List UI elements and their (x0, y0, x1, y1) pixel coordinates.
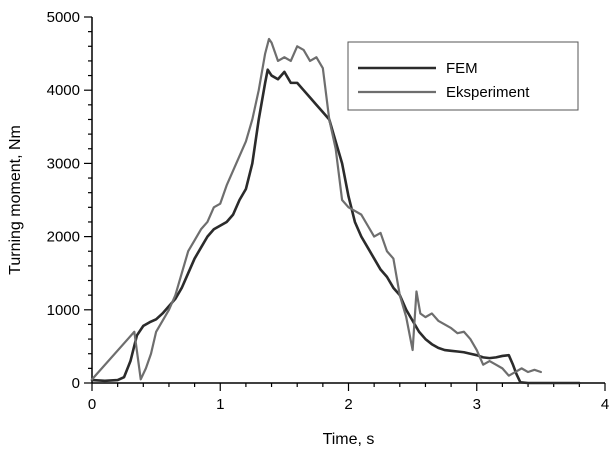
series-line-fem (90, 68, 581, 385)
x-tick-label: 0 (88, 396, 96, 413)
y-axis-label: Turning moment, Nm (7, 125, 24, 275)
x-axis-label: Time, s (323, 431, 375, 448)
y-tick-label: 0 (72, 375, 80, 392)
axes-layer: 0 1 2 3 4 0 1000 2000 3000 4000 5000 (47, 9, 610, 413)
y-tick-label: 4000 (47, 82, 80, 99)
y-tick-label: 3000 (47, 155, 80, 172)
x-tick-label: 3 (473, 396, 481, 413)
x-tick-label: 1 (216, 396, 224, 413)
legend: FEM Eksperiment (347, 41, 579, 111)
legend-label-fem: FEM (446, 60, 478, 77)
x-tick-label: 4 (601, 396, 609, 413)
legend-label-eksperiment: Eksperiment (446, 84, 530, 101)
y-tick-label: 2000 (47, 229, 80, 246)
series-line-eksperiment (90, 37, 542, 381)
legend-box (347, 41, 579, 111)
series-layer (90, 37, 581, 385)
y-tick-label: 5000 (47, 9, 80, 26)
y-tick-label: 1000 (47, 302, 80, 319)
x-tick-label: 2 (344, 396, 352, 413)
